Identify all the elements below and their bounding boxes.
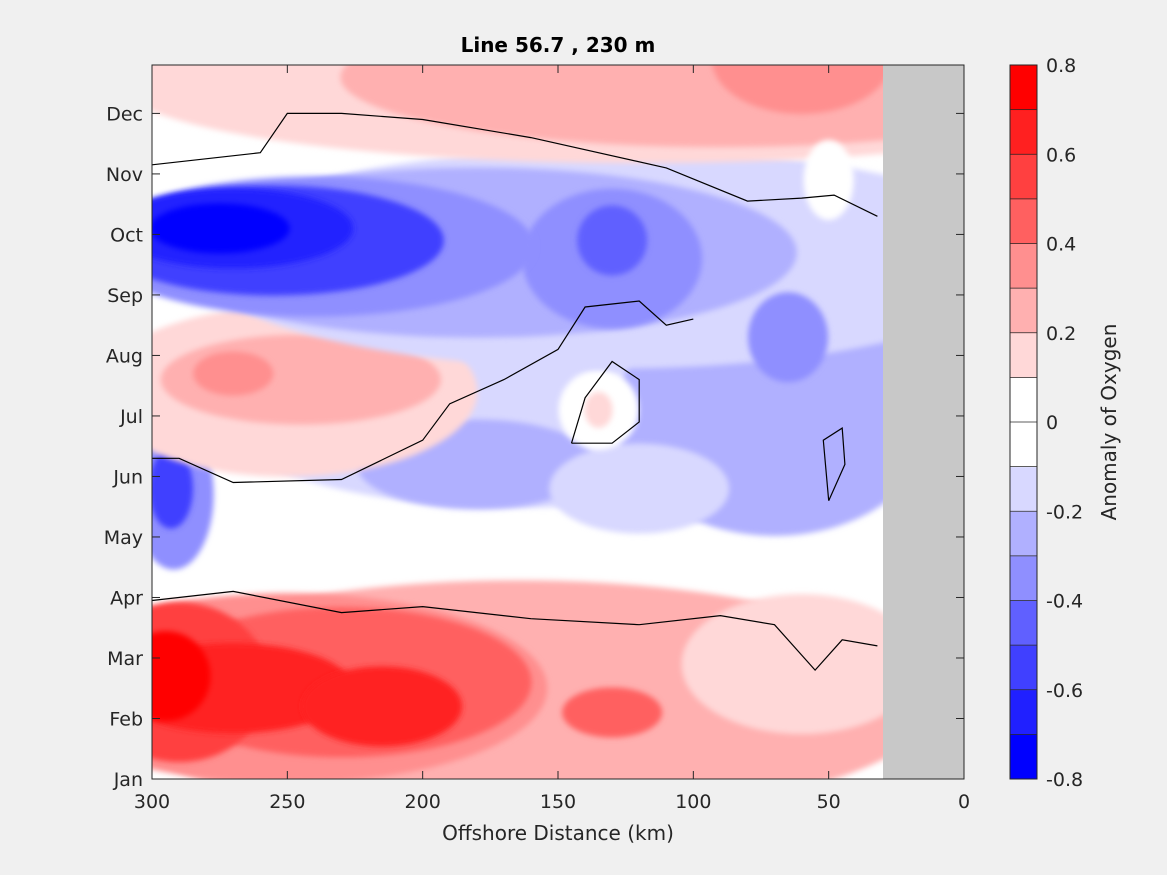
colorbar-swatch [1010,645,1037,691]
colorbar-tick-label: 0.2 [1046,323,1076,345]
contour-patch [584,391,613,428]
y-tick-label: Oct [110,224,143,246]
y-tick-label: Feb [109,708,143,730]
colorbar-swatch [1010,65,1037,111]
y-axis: Jan Feb Mar Apr May Jun Jul Aug Sep Oct Nov Dec [104,103,964,791]
contour-patch [152,203,290,254]
contour-patch [562,687,663,738]
colorbar-tick-label: -0.8 [1046,769,1083,791]
contour-patch [193,351,274,396]
contour-field [152,65,964,779]
contour-patch [712,65,892,114]
colorbar-swatch [1010,511,1037,557]
y-tick-label: Dec [106,103,143,125]
contour-patch [681,594,922,735]
contour-patch [748,292,829,383]
colorbar-tick-label: -0.6 [1046,680,1083,702]
colorbar-swatch [1010,689,1037,735]
chart-title: Line 56.7 , 230 m [461,33,656,57]
contour-patch [152,65,324,89]
colorbar-swatch [1010,600,1037,646]
y-tick-label: May [104,527,143,549]
x-tick-label: 300 [134,791,170,813]
zero-contour-line [822,427,846,501]
colorbar-frame [1009,64,1038,780]
contour-patch [152,631,211,722]
contour-patch [152,448,193,529]
contour-patch [577,205,648,276]
y-tick-label: Aug [106,345,143,367]
colorbar-tick-label: 0 [1046,412,1058,434]
y-tick-label: Jan [113,769,143,791]
x-tick-label: 50 [817,791,841,813]
no-data-region [883,65,964,779]
x-tick-label: 200 [405,791,441,813]
colorbar-swatch [1010,154,1037,200]
colorbar-swatch [1010,198,1037,244]
colorbar-swatch [1010,288,1037,334]
contour-patch [302,666,463,747]
x-axis-label: Offshore Distance (km) [442,821,674,845]
contour-patch [803,139,854,220]
colorbar-tick-label: 0.6 [1046,144,1076,166]
y-tick-label: Mar [107,648,143,670]
y-tick-label: Apr [110,587,143,609]
contour-patch [549,443,730,534]
colorbar-swatch [1010,109,1037,155]
y-tick-label: Jul [119,406,143,428]
colorbar-label: Anomaly of Oxygen [1097,324,1121,521]
colorbar-swatch [1010,734,1037,780]
y-tick-label: Sep [107,285,143,307]
zero-contour-line [152,590,878,672]
colorbar-swatch [1010,332,1037,378]
x-tick-label: 100 [675,791,711,813]
zero-contour-line [152,300,694,484]
colorbar-swatch [1010,377,1037,423]
colorbar-tick-label: -0.4 [1046,591,1083,613]
colorbar-swatch [1010,466,1037,512]
colorbar-swatch [1010,422,1037,468]
x-tick-label: 250 [269,791,305,813]
colorbar: 0.8 0.6 0.4 0.2 0 -0.2 -0.4 -0.6 -0.8 Anomaly of… [1009,55,1121,791]
zero-contour-line [570,360,640,444]
colorbar-swatch [1010,243,1037,289]
plot-area [151,64,965,780]
colorbar-swatch [1010,555,1037,601]
zero-contour-line [152,112,878,217]
colorbar-tick-label: 0.4 [1046,234,1076,256]
x-tick-label: 0 [958,791,970,813]
x-axis: 300 250 200 150 100 50 0 [134,65,970,813]
colorbar-tick-label: -0.2 [1046,501,1083,523]
x-tick-label: 150 [540,791,576,813]
y-tick-label: Jun [112,466,143,488]
y-tick-label: Nov [106,164,143,186]
colorbar-tick-label: 0.8 [1046,55,1076,77]
